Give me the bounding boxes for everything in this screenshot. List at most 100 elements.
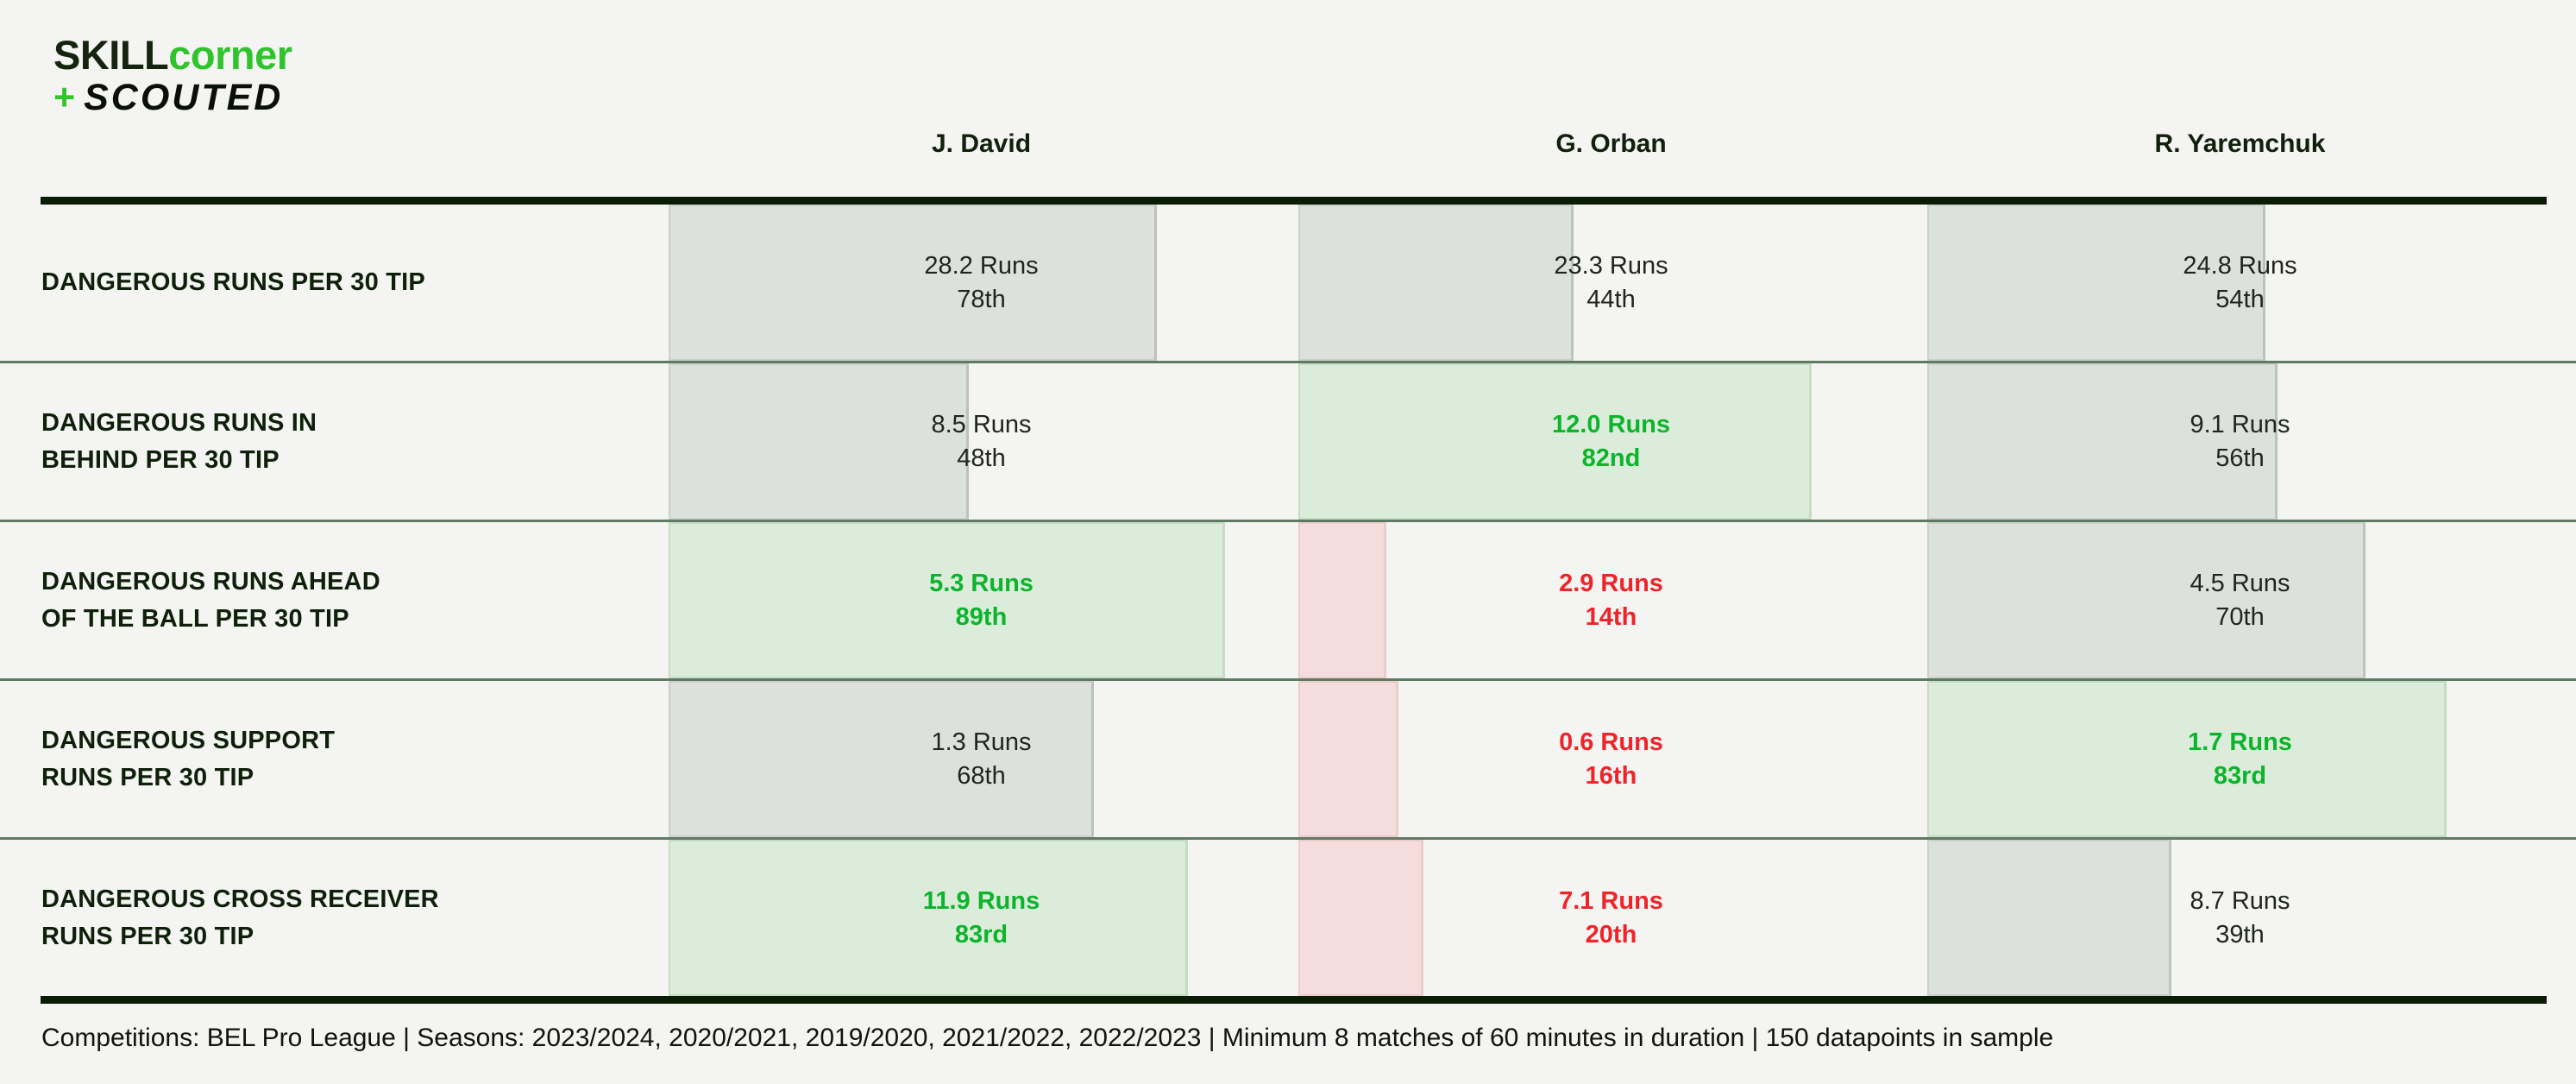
logo-corner-text: corner	[168, 32, 292, 78]
metric-value: 2.9 Runs	[1559, 569, 1663, 597]
metric-percentile: 70th	[2215, 602, 2265, 631]
metric-percentile: 82nd	[1581, 444, 1641, 472]
player-metric-cell: 11.9 Runs 83rd	[669, 840, 1294, 996]
metric-value: 8.5 Runs	[931, 410, 1032, 438]
cell-text: 28.2 Runs 78th	[669, 205, 1294, 361]
metric-value: 12.0 Runs	[1552, 410, 1670, 438]
percentile-bar	[669, 205, 1157, 361]
metric-label: DANGEROUS RUNS PER 30 TIP	[41, 268, 425, 297]
percentile-bar	[1298, 205, 1574, 361]
player-metric-cell: 2.9 Runs 14th	[1298, 522, 1924, 678]
logo-scouted-text: SCOUTED	[84, 77, 284, 118]
player-metric-cell: 9.1 Runs 56th	[1927, 363, 2553, 520]
cell-text: 2.9 Runs 14th	[1298, 522, 1924, 678]
metric-percentile: 14th	[1585, 602, 1637, 631]
skillcorner-scouted-logo: SKILLcorner + SCOUTED	[53, 35, 292, 117]
metric-row: DANGEROUS CROSS RECEIVER RUNS PER 30 TIP…	[0, 837, 2576, 996]
percentile-bar	[1298, 363, 1812, 520]
percentile-bar	[1298, 681, 1398, 837]
metric-row: DANGEROUS RUNS AHEAD OF THE BALL PER 30 …	[0, 520, 2576, 678]
metric-label: DANGEROUS RUNS IN BEHIND PER 30 TIP	[41, 409, 317, 474]
cell-text: 24.8 Runs 54th	[1927, 205, 2553, 361]
metric-percentile: 78th	[957, 285, 1006, 313]
cell-text: 7.1 Runs 20th	[1298, 840, 1924, 996]
metric-value: 28.2 Runs	[924, 251, 1039, 280]
player-metric-cell: 8.5 Runs 48th	[669, 363, 1294, 520]
percentile-bar	[669, 681, 1094, 837]
metric-value: 8.7 Runs	[2190, 886, 2290, 915]
cell-text: 1.7 Runs 83rd	[1927, 681, 2553, 837]
percentile-bar	[1298, 840, 1423, 996]
metric-percentile: 83rd	[2213, 761, 2267, 790]
metric-percentile: 56th	[2215, 444, 2265, 472]
metric-row: DANGEROUS SUPPORT RUNS PER 30 TIP 1.3 Run…	[0, 678, 2576, 837]
cell-text: 1.3 Runs 68th	[669, 681, 1294, 837]
metric-percentile: 16th	[1585, 761, 1637, 790]
metric-row: DANGEROUS RUNS PER 30 TIP 28.2 Runs 78th 23…	[0, 205, 2576, 361]
metric-label: DANGEROUS CROSS RECEIVER RUNS PER 30 TIP	[41, 885, 439, 950]
column-header-player-1: J. David	[931, 129, 1032, 158]
cell-text: 8.5 Runs 48th	[669, 363, 1294, 520]
cell-text: 8.7 Runs 39th	[1927, 840, 2553, 996]
metric-percentile: 39th	[2215, 920, 2265, 948]
percentile-bar	[1927, 205, 2265, 361]
player-metric-cell: 8.7 Runs 39th	[1927, 840, 2553, 996]
cell-text: 12.0 Runs 82nd	[1298, 363, 1924, 520]
metric-value: 7.1 Runs	[1559, 886, 1663, 915]
cell-text: 4.5 Runs 70th	[1927, 522, 2553, 678]
player-metric-cell: 7.1 Runs 20th	[1298, 840, 1924, 996]
player-metric-cell: 1.7 Runs 83rd	[1927, 681, 2553, 837]
metric-value: 24.8 Runs	[2183, 251, 2297, 280]
metric-percentile: 48th	[957, 444, 1006, 472]
percentile-bar	[669, 363, 969, 520]
metric-percentile: 20th	[1585, 920, 1637, 948]
bottom-rule	[41, 996, 2547, 1004]
top-rule	[41, 197, 2547, 205]
metric-percentile: 54th	[2215, 285, 2265, 313]
column-header-player-2: G. Orban	[1555, 129, 1667, 158]
metric-value: 1.3 Runs	[931, 728, 1032, 756]
metric-value: 5.3 Runs	[929, 569, 1034, 597]
metric-percentile: 83rd	[954, 920, 1008, 948]
cell-text: 9.1 Runs 56th	[1927, 363, 2553, 520]
cell-text: 23.3 Runs 44th	[1298, 205, 1924, 361]
metric-label: DANGEROUS RUNS AHEAD OF THE BALL PER 30 …	[41, 568, 380, 633]
metric-label: DANGEROUS SUPPORT RUNS PER 30 TIP	[41, 727, 336, 791]
percentile-bar	[1927, 363, 2278, 520]
percentile-bar	[1927, 522, 2366, 678]
metric-value: 23.3 Runs	[1554, 251, 1668, 280]
metric-percentile: 89th	[955, 602, 1008, 631]
player-metric-cell: 28.2 Runs 78th	[669, 205, 1294, 361]
column-header-player-3: R. Yaremchuk	[2154, 129, 2326, 158]
player-metric-cell: 1.3 Runs 68th	[669, 681, 1294, 837]
metric-row: DANGEROUS RUNS IN BEHIND PER 30 TIP 8.5 R…	[0, 361, 2576, 520]
cell-text: 0.6 Runs 16th	[1298, 681, 1924, 837]
cell-text: 11.9 Runs 83rd	[669, 840, 1294, 996]
percentile-bar	[1927, 681, 2447, 837]
logo-skillcorner: SKILLcorner	[53, 35, 292, 75]
percentile-bar	[1927, 840, 2171, 996]
logo-skill-text: SKILL	[53, 32, 169, 78]
percentile-bar	[669, 522, 1226, 678]
percentile-bar	[1298, 522, 1386, 678]
plus-icon: +	[53, 77, 76, 118]
logo-scouted-line: + SCOUTED	[53, 79, 292, 117]
player-metric-cell: 24.8 Runs 54th	[1927, 205, 2553, 361]
player-metric-cell: 0.6 Runs 16th	[1298, 681, 1924, 837]
metric-value: 1.7 Runs	[2188, 728, 2292, 756]
percentile-bar	[669, 840, 1188, 996]
footer-note: Competitions: BEL Pro League | Seasons: …	[41, 1024, 2054, 1052]
metric-value: 4.5 Runs	[2190, 569, 2290, 597]
player-metric-cell: 23.3 Runs 44th	[1298, 205, 1924, 361]
metric-value: 11.9 Runs	[922, 886, 1040, 915]
player-metric-cell: 4.5 Runs 70th	[1927, 522, 2553, 678]
player-metric-cell: 5.3 Runs 89th	[669, 522, 1294, 678]
metric-value: 0.6 Runs	[1559, 728, 1663, 756]
cell-text: 5.3 Runs 89th	[669, 522, 1294, 678]
metric-percentile: 68th	[957, 761, 1006, 790]
metric-percentile: 44th	[1586, 285, 1636, 313]
metrics-grid: DANGEROUS RUNS PER 30 TIP 28.2 Runs 78th 23…	[0, 205, 2576, 996]
metric-value: 9.1 Runs	[2190, 410, 2290, 438]
player-metric-cell: 12.0 Runs 82nd	[1298, 363, 1924, 520]
